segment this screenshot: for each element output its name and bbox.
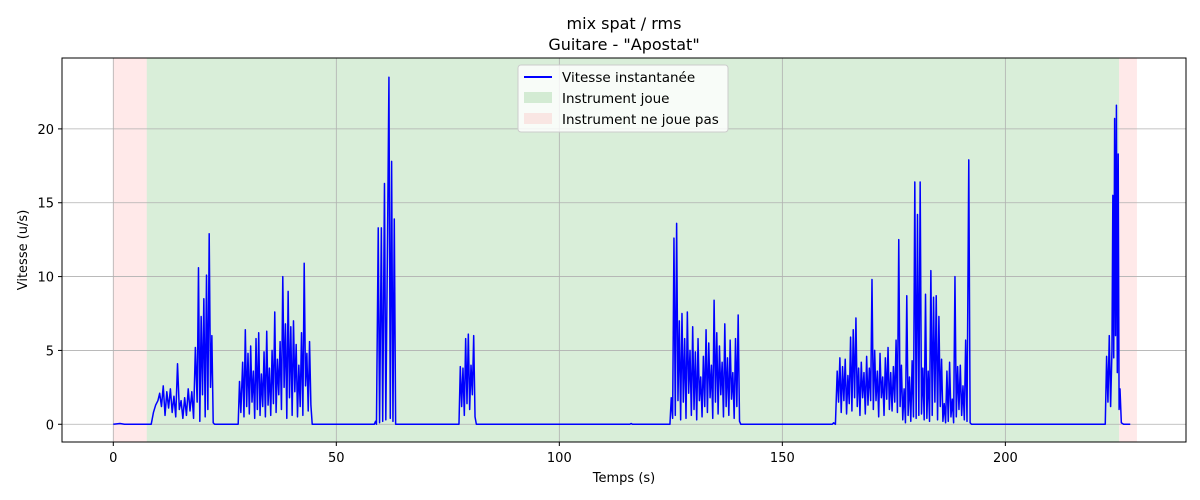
x-tick-label-0: 0 — [109, 451, 117, 466]
legend-swatch-plays — [524, 92, 552, 103]
y-tick-label-4: 20 — [37, 123, 54, 138]
y-tick-label-3: 15 — [37, 197, 54, 212]
x-tick-label-3: 150 — [770, 451, 795, 466]
y-axis-label: Vitesse (u/s) — [16, 210, 31, 291]
legend-label-silent: Instrument ne joue pas — [562, 112, 719, 128]
x-tick-label-1: 50 — [328, 451, 345, 466]
legend: Vitesse instantanée Instrument joue Inst… — [517, 64, 729, 133]
series-line-0 — [113, 76, 1131, 426]
region-silent-0 — [113, 58, 147, 442]
y-tick-label-0: 0 — [46, 418, 54, 433]
y-tick-label-1: 5 — [46, 344, 54, 359]
chart-title: mix spat / rms — [567, 14, 682, 33]
chart-subtitle: Guitare - "Apostat" — [548, 35, 699, 54]
x-tick-label-4: 200 — [993, 451, 1018, 466]
legend-label-speed: Vitesse instantanée — [562, 70, 695, 86]
region-silent-2 — [1119, 58, 1137, 442]
legend-box — [517, 64, 729, 133]
legend-label-plays: Instrument joue — [562, 91, 669, 107]
y-ticks: 0 5 10 15 20 — [37, 123, 62, 433]
y-tick-label-2: 10 — [37, 271, 54, 286]
x-axis-label: Temps (s) — [592, 471, 655, 486]
plot-frame — [61, 57, 1187, 443]
x-tick-label-2: 100 — [547, 451, 572, 466]
x-ticks: 0 50 100 150 200 — [109, 442, 1018, 466]
line-layer — [113, 76, 1131, 426]
legend-swatch-silent — [524, 113, 552, 124]
